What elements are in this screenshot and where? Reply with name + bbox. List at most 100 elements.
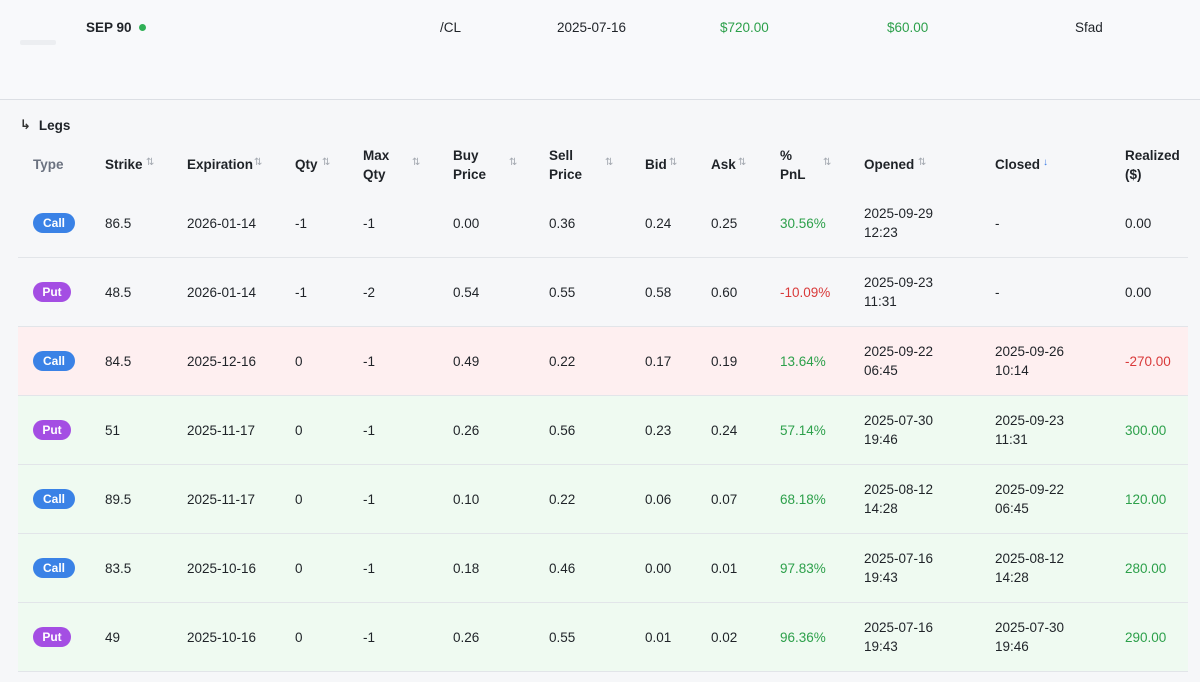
col-bid[interactable]: Bid <box>645 157 667 172</box>
sort-ask-icon[interactable]: ⇅ <box>738 157 747 168</box>
opened-cell: 2025-07-16 19:43 <box>864 618 933 656</box>
col-expiration[interactable]: Expiration <box>187 157 254 172</box>
col-pnl[interactable]: % PnL <box>780 148 806 182</box>
type-badge: Put <box>33 627 71 647</box>
opened-cell-line: 2025-08-12 <box>864 482 934 497</box>
qty-cell: 0 <box>295 630 303 645</box>
opened-cell-line: 2025-07-30 <box>864 413 934 428</box>
opened-cell-line: 2025-09-22 <box>864 344 934 359</box>
realized-cell: 0.00 <box>1125 285 1152 300</box>
sell-price-cell: 0.22 <box>549 354 576 369</box>
sort-sell-price-icon[interactable]: ⇅ <box>605 157 614 168</box>
col-qty[interactable]: Qty <box>295 157 318 172</box>
sort-qty-icon[interactable]: ⇅ <box>322 157 331 168</box>
buy-price-cell: 0.26 <box>453 630 480 645</box>
opened-cell: 2025-09-22 06:45 <box>864 342 933 380</box>
sort-max-qty-icon[interactable]: ⇅ <box>412 157 421 168</box>
col-realized[interactable]: Realized ($) <box>1125 148 1180 182</box>
closed-cell: 2025-07-30 19:46 <box>995 618 1064 656</box>
opened-cell-line: 2025-07-16 <box>864 551 934 566</box>
qty-cell: 0 <box>295 423 303 438</box>
closed-cell-line: - <box>995 216 1000 231</box>
ask-cell: 0.25 <box>711 216 738 231</box>
closed-cell: 2025-08-12 14:28 <box>995 549 1064 587</box>
pnl-cell: 13.64% <box>780 354 826 369</box>
summary-owner: Sfad <box>1075 20 1103 35</box>
closed-cell-line: 19:46 <box>995 639 1029 654</box>
qty-cell: 0 <box>295 561 303 576</box>
summary-date: 2025-07-16 <box>557 20 627 35</box>
sort-expiration-icon[interactable]: ⇅ <box>254 157 263 168</box>
col-opened[interactable]: Opened <box>864 157 915 172</box>
closed-cell-line: 06:45 <box>995 501 1029 516</box>
closed-cell: - <box>995 214 1000 233</box>
bid-cell: 0.24 <box>645 216 672 231</box>
col-max-qty[interactable]: Max Qty <box>363 148 390 182</box>
expand-handle[interactable] <box>20 40 56 45</box>
bid-cell: 0.01 <box>645 630 672 645</box>
closed-cell-line: - <box>995 285 1000 300</box>
bid-cell: 0.23 <box>645 423 672 438</box>
sell-price-cell: 0.36 <box>549 216 576 231</box>
ask-cell: 0.24 <box>711 423 738 438</box>
col-closed[interactable]: Closed <box>995 157 1041 172</box>
closed-cell-line: 2025-09-22 <box>995 482 1065 497</box>
expiration-cell: 2025-11-17 <box>187 423 256 438</box>
ask-cell: 0.07 <box>711 492 738 507</box>
strike-cell: 86.5 <box>105 216 132 231</box>
realized-cell: 120.00 <box>1125 492 1167 507</box>
sort-bid-icon[interactable]: ⇅ <box>669 157 678 168</box>
col-type: Type <box>33 157 64 172</box>
max-qty-cell: -1 <box>363 423 376 438</box>
buy-price-cell: 0.26 <box>453 423 480 438</box>
table-row[interactable]: Put 49 2025-10-16 0 -1 0.26 0.55 0.01 0.02 96.36%… <box>18 603 1188 672</box>
closed-cell-line: 2025-07-30 <box>995 620 1065 635</box>
bid-cell: 0.06 <box>645 492 672 507</box>
closed-cell-line: 2025-09-26 <box>995 344 1065 359</box>
strike-cell: 48.5 <box>105 285 132 300</box>
sort-buy-price-icon[interactable]: ⇅ <box>509 157 518 168</box>
max-qty-cell: -1 <box>363 630 376 645</box>
pnl-cell: 97.83% <box>780 561 826 576</box>
max-qty-cell: -2 <box>363 285 376 300</box>
sell-price-cell: 0.55 <box>549 630 576 645</box>
strike-cell: 84.5 <box>105 354 132 369</box>
col-buy-price[interactable]: Buy Price <box>453 148 487 182</box>
buy-price-cell: 0.49 <box>453 354 480 369</box>
opened-cell: 2025-09-23 11:31 <box>864 273 933 311</box>
closed-cell-line: 14:28 <box>995 570 1029 585</box>
col-strike[interactable]: Strike <box>105 157 143 172</box>
arrow-down-right-icon: ↳ <box>20 117 31 132</box>
table-row[interactable]: Call 84.5 2025-12-16 0 -1 0.49 0.22 0.17 0.19 13.… <box>18 327 1188 396</box>
summary-name: SEP 90 <box>86 20 146 36</box>
opened-cell-line: 12:23 <box>864 225 898 240</box>
realized-cell: 290.00 <box>1125 630 1167 645</box>
realized-cell: 280.00 <box>1125 561 1167 576</box>
sort-closed-desc-icon[interactable]: ↓ <box>1043 157 1048 168</box>
sort-opened-icon[interactable]: ⇅ <box>918 157 927 168</box>
sort-strike-icon[interactable]: ⇅ <box>146 157 155 168</box>
pnl-cell: -10.09% <box>780 285 831 300</box>
table-row[interactable]: Call 89.5 2025-11-17 0 -1 0.10 0.22 0.06 0.07 68.… <box>18 465 1188 534</box>
ask-cell: 0.19 <box>711 354 738 369</box>
col-ask[interactable]: Ask <box>711 157 736 172</box>
strike-cell: 89.5 <box>105 492 132 507</box>
pnl-cell: 57.14% <box>780 423 826 438</box>
max-qty-cell: -1 <box>363 492 376 507</box>
summary-row[interactable]: SEP 90 /CL 2025-07-16 $720.00 $60.00 Sfa… <box>0 0 1200 100</box>
ask-cell: 0.01 <box>711 561 738 576</box>
bid-cell: 0.17 <box>645 354 672 369</box>
sell-price-cell: 0.56 <box>549 423 576 438</box>
expiration-cell: 2026-01-14 <box>187 216 257 231</box>
table-row[interactable]: Call 86.5 2026-01-14 -1 -1 0.00 0.36 0.24 0.25 30… <box>18 189 1188 258</box>
type-badge: Call <box>33 558 75 578</box>
summary-value-2: $60.00 <box>887 20 929 35</box>
strike-cell: 49 <box>105 630 121 645</box>
opened-cell-line: 19:46 <box>864 432 898 447</box>
sort-pnl-icon[interactable]: ⇅ <box>823 157 832 168</box>
table-row[interactable]: Put 48.5 2026-01-14 -1 -2 0.54 0.55 0.58 0.60 -10… <box>18 258 1188 327</box>
table-row[interactable]: Put 51 2025-11-17 0 -1 0.26 0.56 0.23 0.24 57.14%… <box>18 396 1188 465</box>
opened-cell-line: 11:31 <box>864 294 897 309</box>
col-sell-price[interactable]: Sell Price <box>549 148 583 182</box>
table-row[interactable]: Call 83.5 2025-10-16 0 -1 0.18 0.46 0.00 0.01 97.… <box>18 534 1188 603</box>
